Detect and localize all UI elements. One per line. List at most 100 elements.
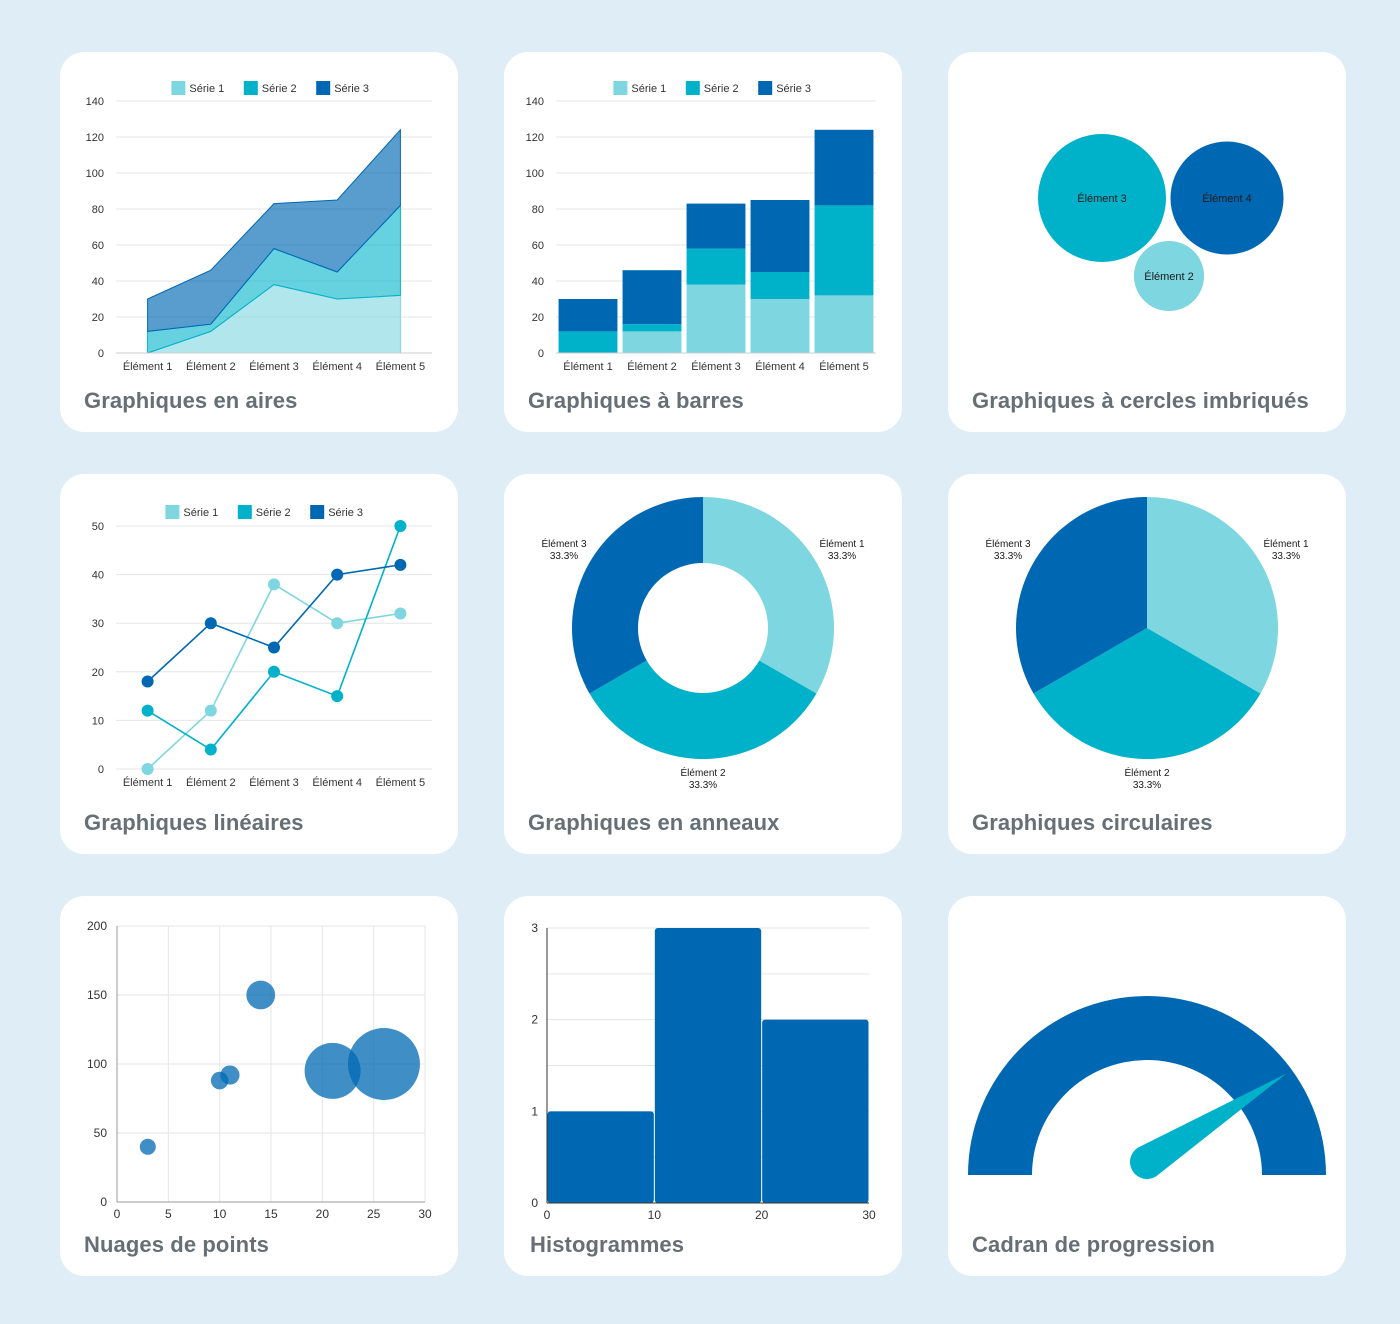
x-tick-label: Élément 4 (312, 360, 362, 373)
x-tick-label: 25 (367, 1207, 381, 1221)
x-tick-label: 20 (755, 1208, 769, 1222)
pie-slice (1147, 497, 1278, 694)
pie-slice (572, 497, 703, 694)
legend-label: Série 1 (631, 83, 666, 95)
bar-segment (622, 324, 682, 332)
x-tick-label: Élément 3 (249, 360, 299, 373)
y-tick-label: 60 (532, 240, 544, 252)
legend-swatch (237, 505, 252, 519)
x-tick-label: Élément 2 (627, 360, 677, 373)
y-tick-label: 80 (532, 204, 544, 216)
legend-label: Série 3 (776, 83, 811, 95)
card-area-chart: 0 20 40 60 80 100 120 140 Série 1 Série 2 Série 3 É… (60, 52, 458, 432)
bar-segment (686, 248, 746, 285)
card-scatter-chart: 0 50 100 150 200 0 5 10 15 20 25 30 Nuages de point… (60, 896, 458, 1276)
card-donut-chart: Élément 1 33.3% Élément 2 33.3% Élément 3 33.… (504, 474, 902, 854)
y-tick-label: 120 (86, 132, 104, 144)
legend-swatch (310, 505, 325, 519)
y-tick-label: 1 (531, 1104, 538, 1118)
card-title-donut: Graphiques en anneaux (528, 810, 780, 835)
bar-segment (558, 331, 618, 353)
pie-chart: Élément 133.3%Élément 233.3%Élément 333.… (985, 497, 1309, 791)
y-tick-label: 80 (92, 204, 104, 216)
x-tick-label: Élément 3 (249, 776, 299, 789)
histogram-bar (547, 1111, 654, 1203)
y-tick-label: 0 (100, 1195, 107, 1209)
histogram-bar (654, 928, 762, 1203)
y-tick-label: 0 (538, 348, 544, 360)
gauge-chart (968, 996, 1326, 1180)
card-title-line: Graphiques linéaires (84, 810, 304, 835)
pie-slice (589, 660, 817, 759)
bar-segment (814, 205, 874, 296)
card-pie-chart: Élément 1 33.3% Élément 2 33.3% Élément 3 33.… (948, 474, 1346, 854)
line-point (331, 690, 344, 703)
y-tick-label: 20 (532, 312, 544, 324)
scatter-point (347, 1028, 420, 1100)
line-point (394, 520, 407, 532)
y-tick-label: 120 (526, 132, 544, 144)
x-tick-label: Élément 1 (123, 360, 173, 373)
line-point (204, 704, 217, 717)
card-title-gauge: Cadran de progression (972, 1232, 1215, 1257)
bar-segment (750, 299, 810, 353)
line-point (268, 641, 280, 654)
bubble (1170, 141, 1284, 255)
x-tick-label: Élément 5 (376, 776, 426, 789)
slice-label: Élément 3 (985, 537, 1030, 550)
y-tick-label: 0 (98, 764, 104, 776)
y-tick-label: 60 (92, 240, 104, 252)
slice-percent: 33.3% (994, 551, 1022, 562)
x-tick-label: 10 (213, 1207, 227, 1221)
x-tick-label: 30 (418, 1207, 432, 1221)
line-point (204, 617, 217, 630)
line-point (204, 743, 217, 756)
card-line-chart: 0 10 20 30 40 50 Série 1 Série 2 Série 3 Élément … (60, 474, 458, 854)
x-tick-label: 15 (264, 1207, 278, 1221)
legend-label: Série 3 (328, 507, 363, 519)
scatter-point (304, 1042, 361, 1099)
legend-swatch (171, 81, 186, 95)
x-tick-label: Élément 3 (691, 360, 741, 373)
packed-bubble-chart: Élément 3 Élément 4 Élément 2 (1038, 134, 1284, 312)
y-tick-label: 100 (87, 1057, 107, 1071)
bar-segment (558, 299, 618, 332)
scatter-chart: 0 50 100 150 200 0 5 10 15 20 25 30 (87, 919, 432, 1221)
card-bar-chart: 0 20 40 60 80 100 120 140 Série 1 Série 2 Série 3 É… (504, 52, 902, 432)
legend-label: Série 3 (334, 83, 369, 95)
slice-percent: 33.3% (550, 551, 578, 562)
card-bubble-chart: Élément 3 Élément 4 Élément 2 Graphiques à… (948, 52, 1346, 432)
line-point (331, 568, 344, 581)
scatter-point (246, 980, 276, 1010)
bar-segment (622, 270, 682, 325)
bubble-label: Élément 3 (1077, 192, 1127, 205)
card-title-histogram: Histogrammes (530, 1232, 685, 1257)
slice-percent: 33.3% (828, 551, 856, 562)
legend-swatch (165, 505, 180, 519)
legend-label: Série 1 (183, 507, 218, 519)
slice-percent: 33.3% (1272, 551, 1300, 562)
legend-label: Série 2 (256, 507, 291, 519)
y-tick-label: 0 (98, 348, 104, 360)
area-series-3 (147, 128, 401, 332)
legend-label: Série 2 (262, 83, 297, 95)
scatter-point (220, 1065, 240, 1085)
x-tick-label: Élément 2 (186, 360, 236, 373)
card-title-area: Graphiques en aires (84, 388, 298, 413)
line-point (394, 607, 407, 620)
y-tick-label: 200 (87, 919, 107, 933)
slice-percent: 33.3% (689, 780, 717, 791)
legend-label: Série 1 (189, 83, 224, 95)
histogram-bar (762, 1019, 869, 1203)
y-tick-label: 40 (92, 570, 104, 582)
legend-swatch (685, 81, 700, 95)
line-point (268, 665, 280, 678)
bar-segment (814, 295, 874, 353)
x-tick-label: Élément 5 (819, 360, 869, 373)
card-histogram: 0 1 2 3 0 10 20 30 Histogrammes (504, 896, 902, 1276)
line-point (141, 675, 154, 688)
line-point (141, 704, 154, 717)
line-chart: 0 10 20 30 40 50 Série 1 Série 2 Série 3 Élément … (92, 505, 432, 789)
line-point (331, 617, 344, 630)
